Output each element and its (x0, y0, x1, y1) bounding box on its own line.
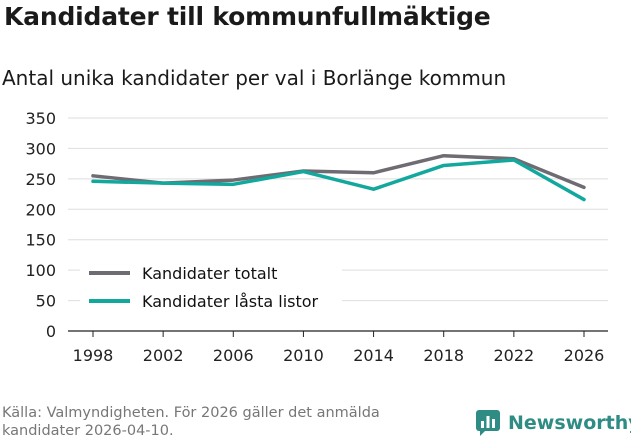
y-axis-ticks: 0 50 100 150 200 250 300 350 (25, 109, 56, 341)
legend-label: Kandidater låsta listor (142, 292, 319, 311)
series-line-2 (93, 160, 584, 200)
x-tick-label: 1998 (73, 346, 114, 365)
series-group (93, 156, 584, 200)
x-axis-ticks: 1998 2002 2006 2010 2014 2018 2022 2026 (73, 331, 605, 365)
y-tick-label: 100 (25, 261, 56, 280)
x-tick-label: 2022 (493, 346, 534, 365)
x-tick-label: 2018 (423, 346, 464, 365)
y-tick-label: 300 (25, 139, 56, 158)
brand-name: Newsworthy (508, 412, 631, 434)
x-tick-label: 2002 (143, 346, 184, 365)
line-chart: 0 50 100 150 200 250 300 350 1998 2002 2006 2010 20… (0, 0, 631, 400)
y-tick-label: 50 (36, 292, 56, 311)
x-tick-label: 2026 (564, 346, 605, 365)
y-tick-label: 0 (46, 322, 56, 341)
legend: Kandidater totalt Kandidater låsta listor (80, 258, 342, 318)
x-tick-label: 2014 (353, 346, 394, 365)
bar-chart-speech-icon (476, 410, 500, 436)
y-tick-label: 150 (25, 231, 56, 250)
legend-label: Kandidater totalt (142, 264, 277, 283)
y-tick-label: 200 (25, 200, 56, 219)
y-tick-label: 350 (25, 109, 56, 128)
x-tick-label: 2010 (283, 346, 324, 365)
y-tick-label: 250 (25, 170, 56, 189)
x-tick-label: 2006 (213, 346, 254, 365)
source-note: Källa: Valmyndigheten. För 2026 gäller d… (2, 404, 422, 440)
brand-logo[interactable]: Newsworthy (476, 408, 631, 438)
